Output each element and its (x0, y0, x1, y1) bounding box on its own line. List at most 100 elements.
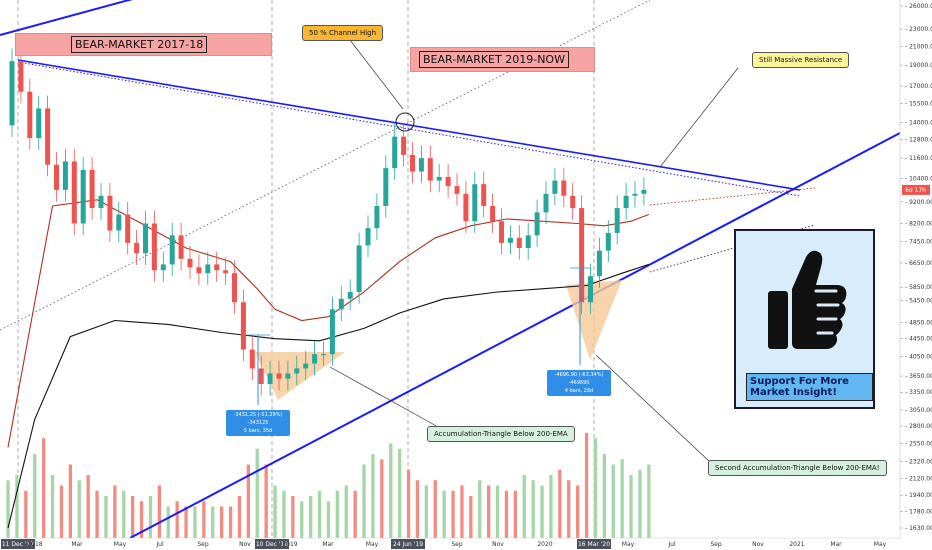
triangle-1-leader (329, 366, 441, 429)
volume-bar (237, 496, 242, 538)
volume-bar (264, 464, 268, 538)
candle-body (54, 164, 59, 190)
time-tick-label: Mar (322, 541, 334, 548)
bear-market-2019-banner: BEAR-MARKET 2019-NOW (410, 47, 595, 72)
support-caption: Support For More Market Insight! (746, 373, 873, 401)
volume-bar (495, 485, 500, 538)
candle-body (374, 205, 380, 229)
volume-bar (104, 496, 108, 538)
price-tick-label: - 2800.00 (905, 423, 932, 430)
volume-bar (593, 438, 598, 538)
candle-body (285, 373, 291, 379)
candle-body (125, 214, 131, 243)
candle-body (507, 237, 513, 243)
candle-body (570, 195, 576, 209)
time-tick-label: 2019 (282, 541, 297, 548)
volume-bar (335, 490, 339, 538)
volume-bar (451, 490, 455, 538)
price-tick-label: - 9200.00 (905, 199, 932, 206)
candle-body (561, 180, 567, 196)
ema200-projection (649, 224, 816, 273)
candle-body (98, 195, 104, 209)
measure-2-line2: 4 bars, 28d (564, 388, 594, 394)
price-tick-label: - 5450.00 (905, 297, 932, 304)
volume-bar (611, 464, 615, 538)
channel-high-callout: 50 % Channel High (302, 25, 384, 41)
candle-body (276, 373, 282, 379)
volume-bar (522, 475, 526, 538)
price-axis-bg (900, 0, 932, 550)
time-tick-label: Sep (451, 541, 463, 548)
accumulation-triangle-1 (255, 352, 345, 400)
time-tick-label: Jul (667, 541, 676, 548)
time-tick-label: Mar (830, 541, 842, 548)
candle-body (338, 298, 344, 310)
candle-body (71, 161, 77, 224)
volume-bar (540, 485, 544, 538)
volume-bar (478, 480, 482, 538)
volume-bar (309, 496, 313, 538)
current-price-label: 6d 17h (905, 187, 926, 194)
volume-bar (59, 485, 64, 538)
volume-bar (246, 464, 250, 538)
candle-body (516, 237, 522, 249)
volume-bar (584, 433, 589, 538)
price-tick-label: - 4050.00 (905, 353, 932, 360)
volume-bar (273, 485, 277, 538)
triangle-2-leader (595, 354, 711, 463)
candle-body (9, 61, 15, 126)
candle-body (27, 91, 33, 139)
time-tick-label: May (114, 541, 127, 548)
volume-bar (567, 480, 571, 538)
candle-body (525, 235, 531, 249)
price-tick-label: - 12800.00 (905, 137, 932, 144)
candle-body (107, 195, 113, 231)
candle-body (134, 242, 140, 254)
triangle-1-callout: Accumulation-Triangle Below 200-EMA (427, 426, 575, 442)
candle-body (588, 276, 593, 303)
volume-bar (647, 464, 651, 538)
time-tick-label: May (874, 541, 887, 548)
time-tick-label: 2018 (27, 541, 42, 548)
price-tick-label: - 11600.00 (905, 155, 932, 162)
candle-body (481, 184, 487, 206)
volume-bar (380, 459, 384, 538)
volume-bar (513, 490, 517, 538)
candle-body (534, 212, 540, 236)
volume-bar (95, 490, 99, 538)
candle-body (579, 208, 585, 303)
candle-body (605, 232, 611, 251)
bear-market-2017-label: BEAR-MARKET 2017-18 (71, 36, 208, 53)
support-panel[interactable]: Support For More Market Insight! (734, 229, 875, 409)
measure-label-1: -3431.25 (-51.29%) -343125 5 bars, 35d (226, 410, 290, 436)
price-tick-label: - 19000.00 (905, 62, 932, 69)
price-tick-label: - 1780.00 (905, 508, 932, 515)
resistance-callout: Still Massive Resistance (752, 52, 850, 68)
price-tick-label: - 2550.00 (905, 441, 932, 448)
candle-body (18, 61, 24, 92)
price-tick-label: - 14000.00 (905, 120, 932, 127)
volume-bar (139, 501, 144, 538)
resistance-leader (659, 67, 739, 168)
candle-body (178, 235, 184, 259)
time-tick-label: 2021 (789, 541, 804, 548)
bear-resistance-line (17, 59, 801, 191)
time-tick-label: Jul (155, 541, 164, 548)
time-tick-highlight (391, 539, 425, 549)
time-tick-label: Sep (710, 541, 722, 548)
candle-body (499, 221, 504, 243)
candle-body (641, 189, 647, 194)
volume-bar (50, 475, 55, 538)
volume-bar (193, 506, 197, 538)
volume-bar (255, 448, 259, 538)
volume-bar (620, 459, 624, 538)
ema-200-line (7, 263, 649, 529)
price-tick-label: - 15500.00 (905, 100, 932, 107)
price-axis: - 26000.00 - 23000.00 - 21000.00 - 19000.00… (899, 0, 932, 550)
volume-bar (398, 448, 402, 538)
volume-bar (469, 496, 473, 538)
candle-body (436, 176, 442, 181)
candle-body (240, 302, 246, 350)
time-tick-label: 16 Mar '20 (578, 541, 610, 548)
candle-body (89, 169, 95, 209)
